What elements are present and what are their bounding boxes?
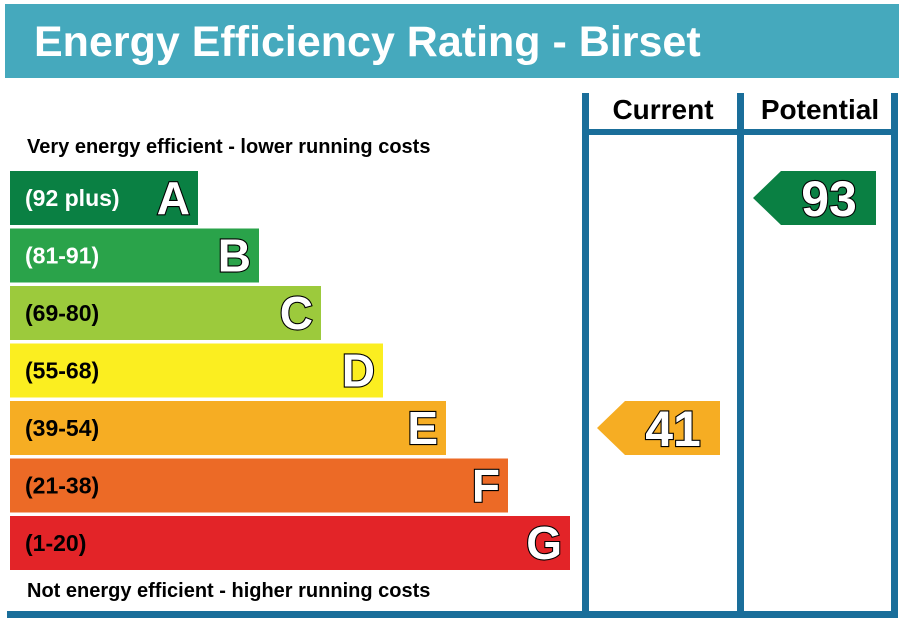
potential-column-header: Potential xyxy=(761,94,879,125)
band-c: (69-80) C xyxy=(10,286,321,340)
potential-rating-arrow: 93 xyxy=(753,170,876,228)
band-d: (55-68) D xyxy=(10,343,383,398)
current-rating-arrow-value: 41 xyxy=(645,401,701,457)
band-e: (39-54) E xyxy=(10,401,446,455)
frame-line-left xyxy=(582,93,589,614)
frame-line-right xyxy=(891,93,898,614)
current-rating-arrow-shape xyxy=(597,401,720,455)
band-b: (81-91) B xyxy=(10,228,259,283)
band-range-c: (69-80) xyxy=(25,300,99,326)
potential-rating-arrow-value: 93 xyxy=(801,171,857,227)
band-bar-c xyxy=(10,286,321,340)
band-f: (21-38) F xyxy=(10,458,508,513)
current-rating-arrow: 41 xyxy=(597,400,720,458)
band-range-e: (39-54) xyxy=(25,415,99,441)
band-bar-d xyxy=(10,343,383,398)
band-letter-d: D xyxy=(342,345,375,397)
band-letter-g: G xyxy=(526,517,562,569)
frame-line-header xyxy=(582,129,898,135)
band-range-f: (21-38) xyxy=(25,473,99,499)
rating-columns-frame xyxy=(7,93,898,618)
bottom-caption: Not energy efficient - higher running co… xyxy=(27,580,430,602)
top-caption: Very energy efficient - lower running co… xyxy=(27,136,430,158)
band-range-d: (55-68) xyxy=(25,358,99,384)
band-letter-f: F xyxy=(472,460,500,512)
frame-line-bottom xyxy=(7,611,898,618)
band-bar-f xyxy=(10,458,508,513)
band-letter-a: A xyxy=(157,172,190,224)
band-range-a: (92 plus) xyxy=(25,185,120,211)
band-letter-c: C xyxy=(280,287,313,339)
rating-bands: (92 plus) A(81-91) B(69-80) C(55-68) D(39-54… xyxy=(10,171,570,570)
band-bar-e xyxy=(10,401,446,455)
band-g: (1-20) G xyxy=(10,516,570,570)
band-range-b: (81-91) xyxy=(25,243,99,269)
band-letter-b: B xyxy=(218,230,251,282)
frame-line-middle xyxy=(737,93,744,614)
band-bar-b xyxy=(10,228,259,283)
potential-rating-arrow-shape xyxy=(753,171,876,225)
band-bar-a xyxy=(10,171,198,225)
title-bar xyxy=(5,4,899,78)
band-letter-e: E xyxy=(407,402,438,454)
band-range-g: (1-20) xyxy=(25,530,86,556)
chart-title: Energy Efficiency Rating - Birset xyxy=(34,18,701,66)
band-bar-g xyxy=(10,516,570,570)
band-a: (92 plus) A xyxy=(10,171,198,225)
current-column-header: Current xyxy=(612,94,713,125)
rating-arrows: 41 93 xyxy=(597,170,876,458)
